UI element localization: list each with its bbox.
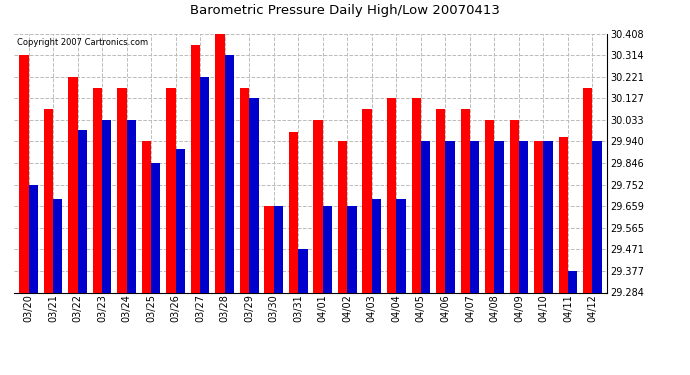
Bar bbox=[568, 271, 578, 292]
Bar bbox=[323, 206, 332, 292]
Bar bbox=[593, 141, 602, 292]
Bar bbox=[249, 99, 259, 292]
Bar bbox=[225, 56, 234, 292]
Bar bbox=[372, 199, 381, 292]
Bar bbox=[68, 77, 77, 292]
Bar bbox=[510, 120, 519, 292]
Bar bbox=[102, 120, 111, 292]
Bar bbox=[126, 120, 136, 292]
Bar bbox=[387, 99, 396, 292]
Bar bbox=[445, 141, 455, 292]
Bar bbox=[166, 88, 176, 292]
Bar bbox=[485, 120, 495, 292]
Bar bbox=[421, 141, 430, 292]
Bar bbox=[28, 185, 38, 292]
Bar bbox=[274, 206, 283, 292]
Bar bbox=[92, 88, 102, 292]
Bar bbox=[470, 141, 479, 292]
Bar bbox=[313, 120, 323, 292]
Bar bbox=[298, 249, 308, 292]
Bar bbox=[19, 56, 28, 292]
Bar bbox=[460, 109, 470, 292]
Bar bbox=[495, 141, 504, 292]
Bar bbox=[240, 88, 249, 292]
Bar bbox=[200, 77, 210, 292]
Bar bbox=[544, 141, 553, 292]
Bar bbox=[142, 141, 151, 292]
Bar bbox=[151, 163, 161, 292]
Bar bbox=[411, 99, 421, 292]
Text: Copyright 2007 Cartronics.com: Copyright 2007 Cartronics.com bbox=[17, 38, 148, 46]
Bar bbox=[362, 109, 372, 292]
Bar bbox=[289, 132, 298, 292]
Bar bbox=[583, 88, 593, 292]
Bar bbox=[215, 34, 225, 292]
Bar bbox=[176, 149, 185, 292]
Bar bbox=[53, 199, 62, 292]
Bar bbox=[117, 88, 126, 292]
Bar bbox=[347, 206, 357, 292]
Bar bbox=[396, 199, 406, 292]
Bar bbox=[534, 141, 544, 292]
Bar bbox=[43, 109, 53, 292]
Bar bbox=[77, 130, 87, 292]
Bar bbox=[264, 206, 274, 292]
Text: Barometric Pressure Daily High/Low 20070413: Barometric Pressure Daily High/Low 20070… bbox=[190, 4, 500, 17]
Bar bbox=[338, 141, 347, 292]
Bar bbox=[191, 45, 200, 292]
Bar bbox=[559, 137, 568, 292]
Bar bbox=[436, 109, 445, 292]
Bar bbox=[519, 141, 529, 292]
